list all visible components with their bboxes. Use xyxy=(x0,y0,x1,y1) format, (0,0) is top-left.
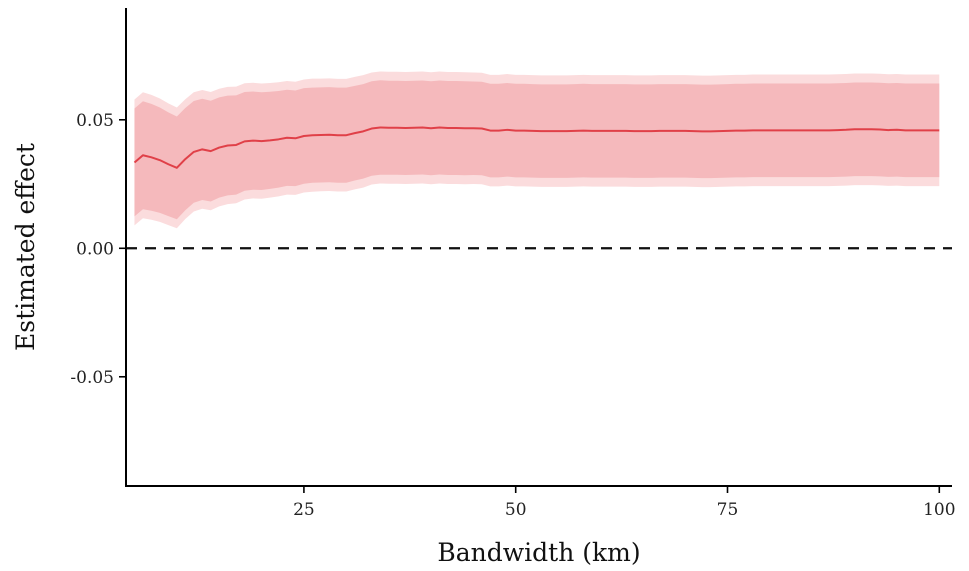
x-axis-title: Bandwidth (km) xyxy=(437,538,640,567)
estimate-line xyxy=(133,126,940,169)
axes xyxy=(125,8,952,487)
x-tick-label: 50 xyxy=(505,500,527,520)
x-axis-ticks: 25 50 75 100 xyxy=(293,486,956,520)
y-tick-label: 0.05 xyxy=(76,111,114,131)
y-tick-label: -0.05 xyxy=(70,368,114,388)
x-tick-label: 100 xyxy=(923,500,955,520)
x-tick-label: 75 xyxy=(717,500,739,520)
x-tick-label: 25 xyxy=(293,500,315,520)
y-axis-title: Estimated effect xyxy=(11,143,40,351)
y-tick-label: 0.00 xyxy=(76,239,114,259)
confidence-band-inner xyxy=(134,80,940,220)
y-axis-ticks: 0.05 0.00 -0.05 xyxy=(70,111,126,388)
plot-area xyxy=(126,71,952,250)
